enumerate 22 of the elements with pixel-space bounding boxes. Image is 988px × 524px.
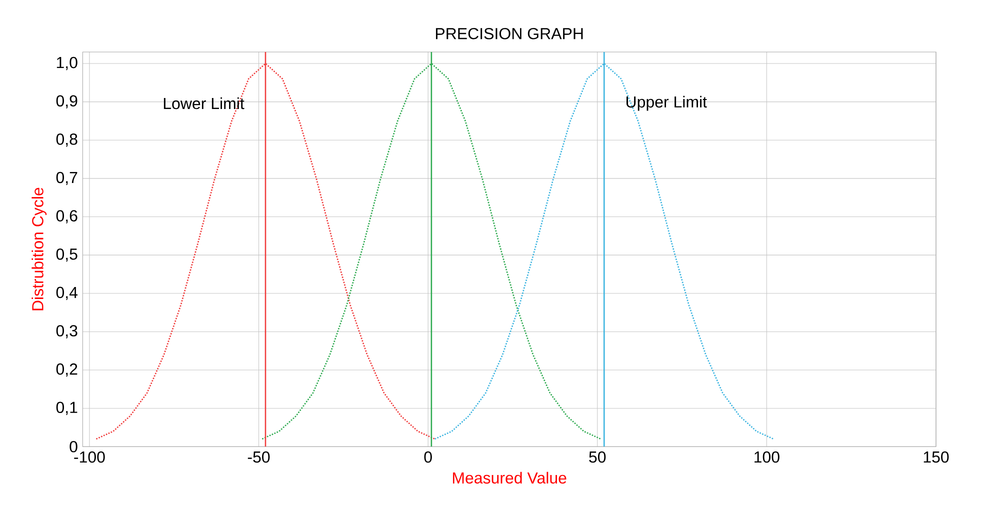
y-tick-label: 0,8 (56, 134, 78, 147)
y-tick-label: 0,7 (56, 172, 78, 186)
y-tick-label: 0,2 (56, 363, 78, 377)
x-tick-label: 150 (924, 451, 949, 463)
y-tick-label: 0,5 (56, 248, 78, 262)
ref-line-label: Upper Limit (626, 96, 707, 111)
y-tick-label: 0,4 (56, 286, 78, 300)
x-tick-label: 0 (424, 451, 432, 463)
y-tick-label: 0 (70, 440, 78, 452)
x-tick-label: 50 (589, 451, 606, 463)
chart-title: PRECISION GRAPH (436, 28, 583, 40)
ref-line-label: Lower Limit (164, 97, 244, 110)
y-tick-label: 1,0 (56, 56, 78, 70)
x-axis-title: Measured Value (452, 472, 566, 484)
x-tick-label: -50 (248, 451, 270, 463)
y-tick-label: 0,1 (56, 402, 78, 415)
y-tick-label: 0,3 (56, 325, 78, 338)
y-tick-label: 0,6 (56, 210, 78, 224)
x-tick-label: 100 (754, 451, 780, 463)
x-tick-label: -100 (74, 451, 105, 463)
y-axis-title: Distrubition Cycle (32, 188, 47, 310)
y-tick-label: 0,9 (56, 95, 78, 108)
